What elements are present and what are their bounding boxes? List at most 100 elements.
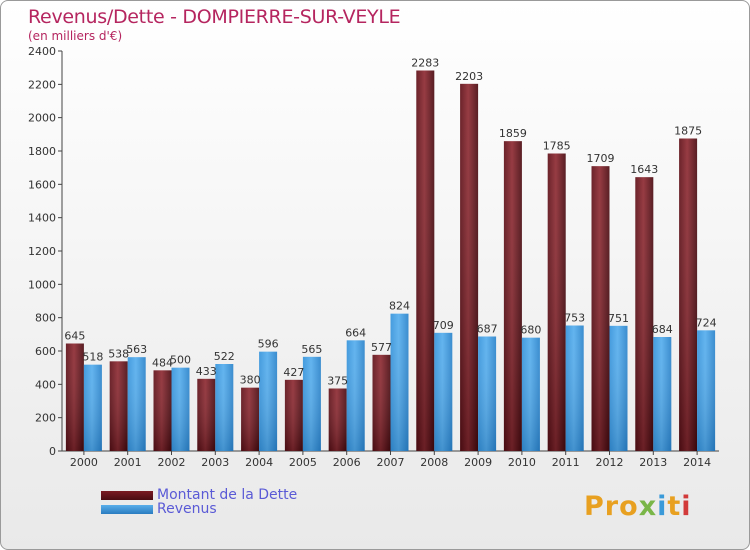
data-label-revenus: 709 (433, 319, 454, 332)
data-label-dette: 1643 (630, 163, 658, 176)
data-label-dette: 484 (152, 356, 173, 369)
logo-letter: x (638, 491, 658, 522)
y-tick-label: 1800 (28, 145, 56, 158)
bar-revenus-shade (215, 364, 234, 451)
y-tick-label: 800 (35, 312, 56, 325)
logo-letter: t (667, 491, 682, 522)
data-label-dette: 1875 (674, 125, 702, 138)
x-tick-label: 2012 (596, 456, 624, 469)
bar-dette-shade (635, 177, 654, 451)
data-label-revenus: 522 (214, 350, 235, 363)
data-label-dette: 538 (108, 347, 129, 360)
bar-dette-shade (460, 83, 479, 451)
y-tick-label: 200 (35, 412, 56, 425)
y-tick-label: 400 (35, 378, 56, 391)
data-label-dette: 645 (64, 330, 85, 343)
bar-revenus-shade (171, 367, 190, 451)
bar-dette-shade (153, 370, 172, 451)
legend-label-dette: Montant de la Dette (157, 487, 298, 503)
logo-letter: r (604, 491, 620, 522)
data-label-revenus: 724 (696, 316, 717, 329)
data-label-dette: 2203 (455, 70, 483, 83)
y-tick-label: 2200 (28, 78, 56, 91)
x-tick-label: 2006 (333, 456, 361, 469)
data-label-dette: 375 (327, 375, 348, 388)
bar-revenus-shade (609, 325, 628, 451)
legend-label-revenus: Revenus (157, 501, 217, 517)
legend-item-dette: Montant de la Dette (101, 488, 297, 502)
y-tick-label: 1400 (28, 212, 56, 225)
data-label-dette: 2283 (411, 57, 439, 70)
bar-dette-shade (109, 361, 128, 451)
bar-revenus-shade (434, 332, 453, 451)
bar-dette-shade (284, 379, 303, 451)
x-tick-label: 2001 (114, 456, 142, 469)
x-tick-label: 2013 (639, 456, 667, 469)
bar-revenus-shade (653, 337, 672, 451)
data-label-revenus: 824 (389, 300, 410, 313)
x-tick-label: 2007 (377, 456, 405, 469)
y-tick-label: 2000 (28, 112, 56, 125)
bar-revenus-shade (697, 330, 716, 451)
data-label-revenus: 680 (520, 324, 541, 337)
y-tick-label: 1200 (28, 245, 56, 258)
y-tick-label: 1600 (28, 178, 56, 191)
bar-revenus-shade (346, 340, 365, 451)
legend-swatch-revenus (101, 504, 153, 514)
logo-letter: i (681, 491, 692, 522)
logo-letter: i (657, 491, 668, 522)
x-tick-label: 2005 (289, 456, 317, 469)
data-label-revenus: 500 (170, 354, 191, 367)
bar-revenus-shade (259, 351, 278, 451)
y-tick-label: 2400 (28, 45, 56, 58)
bar-dette-shade (416, 70, 435, 451)
chart-subtitle: (en milliers d'€) (28, 29, 123, 43)
bar-revenus-shade (478, 336, 497, 451)
bar-dette-shade (547, 153, 566, 451)
legend-item-revenus: Revenus (101, 502, 217, 516)
x-tick-label: 2010 (508, 456, 536, 469)
bar-revenus-shade (127, 357, 146, 451)
bar-revenus-shade (83, 364, 102, 451)
data-label-revenus: 684 (652, 323, 673, 336)
data-label-dette: 427 (283, 366, 304, 379)
y-tick-label: 0 (49, 445, 56, 458)
bar-revenus-shade (521, 337, 540, 451)
x-tick-label: 2000 (70, 456, 98, 469)
data-label-dette: 1709 (587, 152, 615, 165)
x-tick-label: 2008 (420, 456, 448, 469)
logo-letter: o (619, 491, 639, 522)
data-label-revenus: 563 (126, 343, 147, 356)
data-label-revenus: 751 (608, 312, 629, 325)
y-tick-label: 600 (35, 345, 56, 358)
bar-revenus-shade (390, 313, 409, 451)
bar-dette-shade (591, 166, 610, 451)
bar-dette-shade (679, 138, 698, 451)
legend-swatch-dette (101, 490, 153, 500)
x-tick-label: 2009 (464, 456, 492, 469)
logo-letter: P (584, 491, 605, 522)
data-label-revenus: 687 (477, 323, 498, 336)
data-label-revenus: 565 (301, 343, 322, 356)
y-tick-label: 1000 (28, 278, 56, 291)
data-label-dette: 577 (371, 341, 392, 354)
x-tick-label: 2014 (683, 456, 711, 469)
data-label-dette: 1859 (499, 127, 527, 140)
bar-dette-shade (503, 141, 522, 451)
x-tick-label: 2003 (201, 456, 229, 469)
x-tick-label: 2011 (552, 456, 580, 469)
data-label-dette: 1785 (543, 140, 571, 153)
bar-revenus-shade (302, 356, 321, 451)
data-label-revenus: 664 (345, 326, 366, 339)
bar-dette-shade (372, 354, 391, 451)
chart-title: Revenus/Dette - DOMPIERRE-SUR-VEYLE (28, 6, 401, 28)
data-label-dette: 433 (196, 365, 217, 378)
data-label-revenus: 518 (82, 351, 103, 364)
data-label-dette: 380 (240, 374, 261, 387)
bar-revenus-shade (565, 325, 584, 451)
x-tick-label: 2002 (158, 456, 186, 469)
data-label-revenus: 596 (258, 338, 279, 351)
bar-dette-shade (197, 378, 216, 451)
